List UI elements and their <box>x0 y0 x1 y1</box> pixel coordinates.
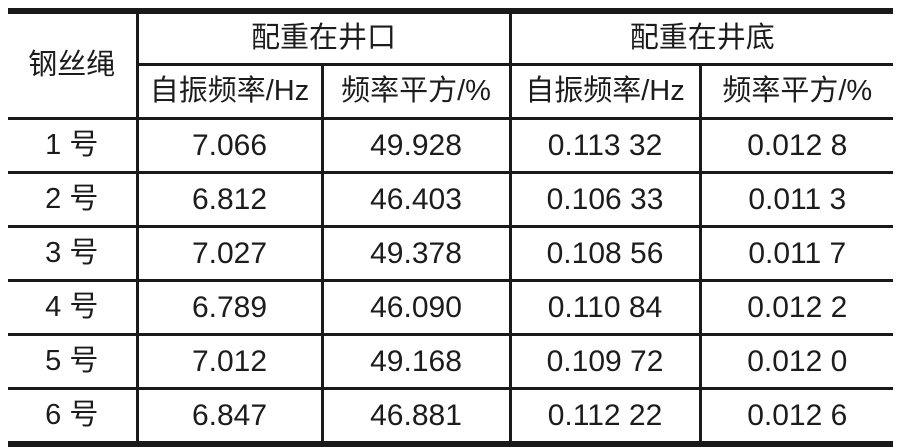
corner-header-wire-rope: 钢丝绳 <box>8 9 139 120</box>
cell: 7.027 <box>135 225 324 282</box>
cell: 0.110 84 <box>508 279 702 336</box>
subheader-frequency-squared-wellbottom: 频率平方/% <box>698 63 894 120</box>
cell: 0.011 3 <box>698 171 894 228</box>
cell: 0.011 7 <box>698 225 894 282</box>
cell: 49.168 <box>320 333 512 390</box>
table-row: 1 号 7.066 49.928 0.113 32 0.012 8 <box>8 117 894 174</box>
frequency-table-container: 钢丝绳 配重在井口 配重在井底 自振频率/Hz 频率平方/% 自振频率/Hz 频… <box>8 8 894 447</box>
cell: 0.012 2 <box>698 279 894 336</box>
cell: 46.403 <box>320 171 512 228</box>
wire-rope-frequency-table: 钢丝绳 配重在井口 配重在井底 自振频率/Hz 频率平方/% 自振频率/Hz 频… <box>8 8 894 447</box>
group-header-row: 钢丝绳 配重在井口 配重在井底 <box>8 9 894 120</box>
cell: 6.789 <box>135 279 324 336</box>
group-header-wellbottom: 配重在井底 <box>508 9 894 66</box>
cell: 6.847 <box>135 387 324 446</box>
table-header: 钢丝绳 配重在井口 配重在井底 自振频率/Hz 频率平方/% 自振频率/Hz 频… <box>8 9 894 120</box>
cell: 46.090 <box>320 279 512 336</box>
sub-header-row: 自振频率/Hz 频率平方/% 自振频率/Hz 频率平方/% <box>8 63 894 120</box>
cell: 0.106 33 <box>508 171 702 228</box>
row-label: 5 号 <box>8 333 139 390</box>
row-label: 6 号 <box>8 387 139 446</box>
cell: 6.812 <box>135 171 324 228</box>
row-label: 4 号 <box>8 279 139 336</box>
table-row: 5 号 7.012 49.168 0.109 72 0.012 0 <box>8 333 894 390</box>
cell: 0.012 8 <box>698 117 894 174</box>
subheader-frequency-squared-wellhead: 频率平方/% <box>320 63 512 120</box>
cell: 0.012 6 <box>698 387 894 446</box>
row-label: 3 号 <box>8 225 139 282</box>
table-row: 3 号 7.027 49.378 0.108 56 0.011 7 <box>8 225 894 282</box>
cell: 0.012 0 <box>698 333 894 390</box>
cell: 7.012 <box>135 333 324 390</box>
cell: 49.928 <box>320 117 512 174</box>
table-row: 6 号 6.847 46.881 0.112 22 0.012 6 <box>8 387 894 446</box>
cell: 0.109 72 <box>508 333 702 390</box>
cell: 0.112 22 <box>508 387 702 446</box>
cell: 46.881 <box>320 387 512 446</box>
table-body: 1 号 7.066 49.928 0.113 32 0.012 8 2 号 6.… <box>8 117 894 446</box>
cell: 0.108 56 <box>508 225 702 282</box>
subheader-natural-frequency-wellbottom: 自振频率/Hz <box>508 63 702 120</box>
cell: 49.378 <box>320 225 512 282</box>
row-label: 2 号 <box>8 171 139 228</box>
cell: 7.066 <box>135 117 324 174</box>
cell: 0.113 32 <box>508 117 702 174</box>
table-row: 2 号 6.812 46.403 0.106 33 0.011 3 <box>8 171 894 228</box>
group-header-wellhead: 配重在井口 <box>135 9 512 66</box>
row-label: 1 号 <box>8 117 139 174</box>
table-row: 4 号 6.789 46.090 0.110 84 0.012 2 <box>8 279 894 336</box>
subheader-natural-frequency-wellhead: 自振频率/Hz <box>137 63 324 120</box>
